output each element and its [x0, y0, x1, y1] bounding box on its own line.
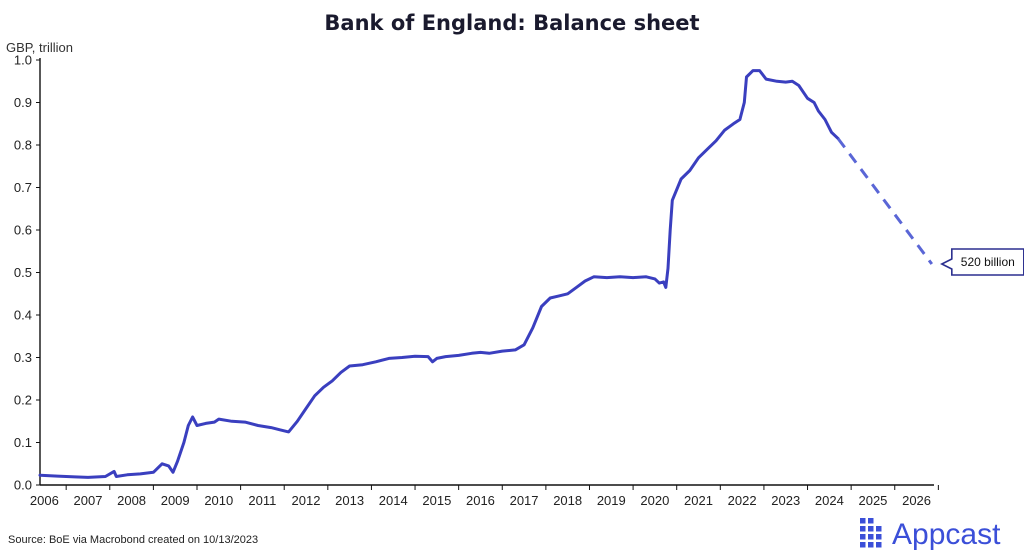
appcast-dots-icon: [860, 518, 882, 548]
x-tick-label: 2016: [466, 493, 495, 508]
x-tick-label: 2011: [248, 493, 276, 508]
appcast-logo: Appcast: [860, 518, 1001, 551]
y-tick-label: 0.9: [14, 95, 32, 110]
logo-dot: [876, 534, 882, 540]
logo-dot: [868, 542, 874, 548]
logo-text: Appcast: [892, 518, 1001, 551]
x-tick-label: 2015: [422, 493, 451, 508]
x-tick-label: 2012: [292, 493, 321, 508]
x-tick-label: 2007: [74, 493, 103, 508]
logo-dot: [868, 518, 874, 524]
projection-line: [836, 137, 934, 265]
logo-dot: [860, 534, 866, 540]
y-tick-label: 1.0: [14, 53, 32, 68]
x-tick-label: 2023: [771, 493, 800, 508]
logo-dot: [860, 518, 866, 524]
y-tick-labels: 0.0 0.1 0.2 0.3 0.4 0.5 0.6 0.7 0.8 0.9 1.0: [14, 53, 40, 493]
balance-sheet-line: [38, 69, 840, 479]
y-axis-label: GBP, trillion: [6, 40, 73, 55]
y-tick-label: 0.0: [14, 478, 32, 493]
y-tick-label: 0.6: [14, 223, 32, 238]
source-note: Source: BoE via Macrobond created on 10/…: [8, 534, 258, 546]
x-tick-label: 2019: [597, 493, 626, 508]
x-tick-label: 2010: [204, 493, 233, 508]
logo-dot: [876, 526, 882, 532]
x-tick-label: 2020: [640, 493, 669, 508]
logo-dot: [868, 534, 874, 540]
y-tick-label: 0.2: [14, 393, 32, 408]
x-tick-label: 2018: [553, 493, 582, 508]
x-tick-labels: 2006 2007 2008 2009 2010 2011 2012 2013 2014 2015…: [30, 485, 939, 508]
x-tick-label: 2017: [510, 493, 539, 508]
y-tick-label: 0.1: [14, 435, 32, 450]
y-tick-label: 0.8: [14, 138, 32, 153]
x-tick-label: 2008: [117, 493, 146, 508]
x-tick-label: 2025: [858, 493, 887, 508]
y-tick-label: 0.3: [14, 350, 32, 365]
x-tick-label: 2013: [335, 493, 364, 508]
callout-label: 520 billion: [961, 255, 1015, 269]
logo-dot: [868, 526, 874, 532]
x-tick-label: 2014: [379, 493, 408, 508]
y-tick-label: 0.7: [14, 180, 32, 195]
logo-dot: [860, 526, 866, 532]
logo-dot: [876, 542, 882, 548]
y-tick-label: 0.4: [14, 308, 32, 323]
series-layer: [38, 69, 934, 479]
x-tick-label: 2006: [30, 493, 59, 508]
logo-dot: [860, 542, 866, 548]
x-tick-label: 2026: [902, 493, 931, 508]
y-tick-label: 0.5: [14, 265, 32, 280]
x-tick-label: 2022: [728, 493, 757, 508]
value-callout: 520 billion: [940, 248, 1024, 276]
x-tick-label: 2024: [815, 493, 844, 508]
x-tick-label: 2021: [684, 493, 713, 508]
chart-title: Bank of England: Balance sheet: [324, 11, 699, 35]
x-tick-label: 2009: [161, 493, 190, 508]
